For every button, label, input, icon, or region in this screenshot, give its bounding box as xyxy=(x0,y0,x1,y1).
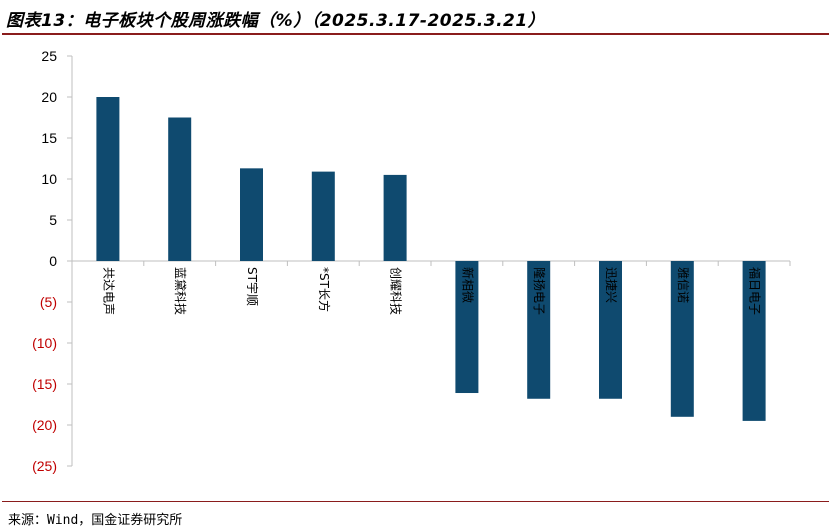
bar xyxy=(96,97,120,261)
category-label: 隆扬电子 xyxy=(532,267,547,315)
category-label: 雅信诺 xyxy=(676,267,691,303)
bar xyxy=(455,261,479,394)
y-tick-label: (20) xyxy=(32,417,57,433)
category-label: 创耀科技 xyxy=(389,267,403,315)
category-label: 迅捷兴 xyxy=(604,267,618,303)
bar xyxy=(311,171,335,261)
bar xyxy=(383,174,407,261)
source-note: 来源：Wind，国金证券研究所 xyxy=(8,513,183,528)
y-tick-label: 0 xyxy=(49,253,57,269)
y-tick-label: (10) xyxy=(32,335,57,351)
y-tick-label: (25) xyxy=(32,458,57,474)
y-tick-label: 15 xyxy=(41,130,57,146)
bar-chart: 25 20 15 10 5 0 (5) (10) (15) (20) (25) 共达电声 蓝黛科技 ST宇… xyxy=(32,48,791,474)
title-divider xyxy=(2,33,829,35)
y-tick-label: 5 xyxy=(49,212,57,228)
y-tick-label: 20 xyxy=(41,89,57,105)
bar xyxy=(742,261,766,421)
category-label: ST宇顺 xyxy=(245,267,259,306)
category-label: 蓝黛科技 xyxy=(173,267,187,315)
category-label: 共达电声 xyxy=(101,267,115,315)
y-tick-label: 10 xyxy=(41,171,57,187)
category-label: 福日电子 xyxy=(748,267,763,315)
chart-title: 图表13：电子板块个股周涨跌幅（%）（2025.3.17-2025.3.21） xyxy=(6,11,546,31)
footer-divider xyxy=(2,501,829,502)
y-tick-label: 25 xyxy=(41,48,57,64)
bar xyxy=(527,261,551,399)
bar xyxy=(240,168,263,261)
category-label: *ST长方 xyxy=(317,267,332,312)
y-tick-label: (5) xyxy=(40,294,57,310)
bar xyxy=(670,261,694,417)
bar xyxy=(168,117,192,261)
y-tick-label: (15) xyxy=(32,376,57,392)
category-label: 新相微 xyxy=(460,267,475,303)
bar xyxy=(599,261,622,399)
